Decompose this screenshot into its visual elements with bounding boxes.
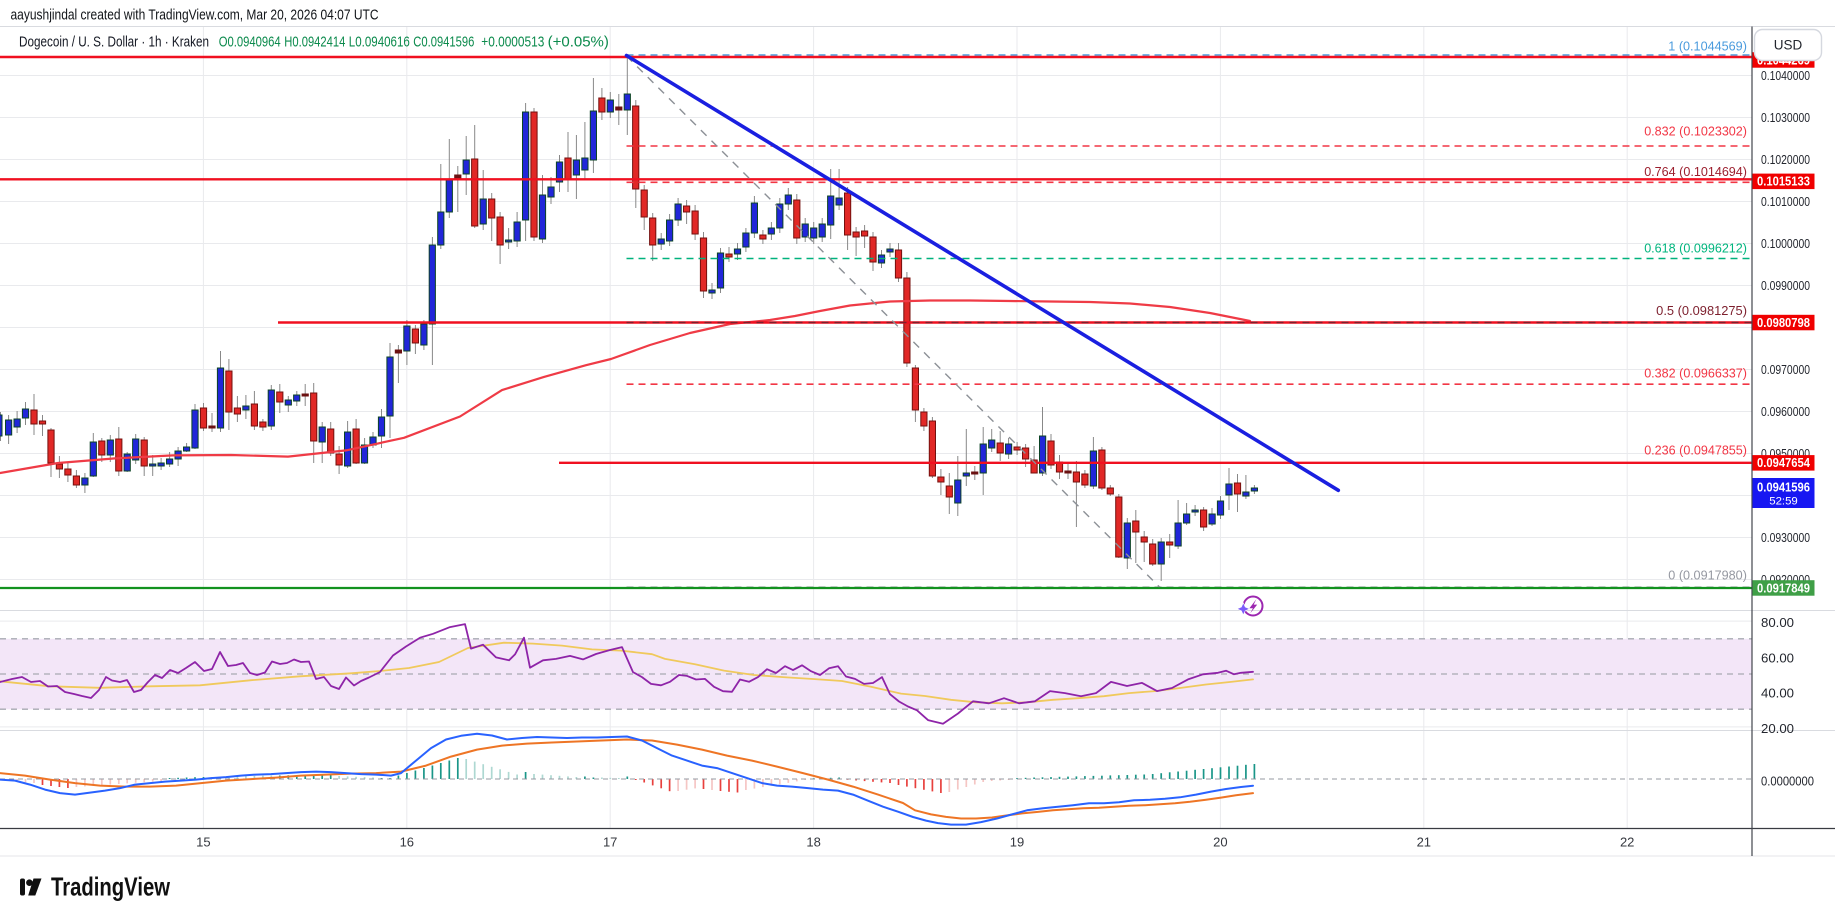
svg-text:0.0960000: 0.0960000 <box>1761 405 1810 419</box>
svg-text:0.0941596: 0.0941596 <box>1757 480 1810 494</box>
svg-text:52:59: 52:59 <box>1769 496 1798 508</box>
svg-text:0.1010000: 0.1010000 <box>1761 195 1810 209</box>
svg-text:Dogecoin / U. S. Dollar · 1h ·: Dogecoin / U. S. Dollar · 1h · Kraken <box>19 34 209 51</box>
svg-text:40.00: 40.00 <box>1761 687 1794 701</box>
svg-text:15: 15 <box>196 835 210 850</box>
svg-text:0.236 (0.0947855): 0.236 (0.0947855) <box>1644 442 1747 457</box>
svg-text:0.0990000: 0.0990000 <box>1761 279 1810 293</box>
svg-text:18: 18 <box>806 835 820 850</box>
svg-text:60.00: 60.00 <box>1761 652 1794 666</box>
svg-text:aayushjindal created with Trad: aayushjindal created with TradingView.co… <box>11 7 379 24</box>
svg-text:0.832 (0.1023302): 0.832 (0.1023302) <box>1644 123 1747 138</box>
svg-text:22: 22 <box>1620 835 1634 850</box>
svg-text:0.0947654: 0.0947654 <box>1757 456 1810 470</box>
svg-text:1 (0.1044569): 1 (0.1044569) <box>1668 38 1747 53</box>
svg-text:0.5 (0.0981275): 0.5 (0.0981275) <box>1656 303 1747 318</box>
svg-text:0.1020000: 0.1020000 <box>1761 153 1810 167</box>
svg-text:20.00: 20.00 <box>1761 722 1794 736</box>
svg-text:L0.0940616: L0.0940616 <box>349 34 410 51</box>
svg-text:0.764 (0.1014694): 0.764 (0.1014694) <box>1644 164 1747 179</box>
svg-text:O0.0940964: O0.0940964 <box>219 34 281 51</box>
svg-text:0.1040000: 0.1040000 <box>1761 69 1810 83</box>
svg-text:16: 16 <box>400 835 414 850</box>
svg-text:0.1015133: 0.1015133 <box>1757 175 1810 189</box>
svg-text:0.0980798: 0.0980798 <box>1757 316 1810 330</box>
svg-text:0.1000000: 0.1000000 <box>1761 237 1810 251</box>
svg-text:20: 20 <box>1213 835 1227 850</box>
svg-text:0.1030000: 0.1030000 <box>1761 111 1810 125</box>
svg-text:0.0930000: 0.0930000 <box>1761 531 1810 545</box>
svg-text:19: 19 <box>1010 835 1024 850</box>
svg-text:0.382 (0.0966337): 0.382 (0.0966337) <box>1644 365 1747 380</box>
svg-text:0.0000000: 0.0000000 <box>1761 774 1814 788</box>
svg-text:0 (0.0917980): 0 (0.0917980) <box>1668 567 1747 582</box>
svg-text:H0.0942414: H0.0942414 <box>284 34 345 51</box>
svg-text:+0.0000513: +0.0000513 <box>481 34 544 51</box>
svg-text:80.00: 80.00 <box>1761 616 1794 630</box>
svg-text:21: 21 <box>1417 835 1431 850</box>
svg-text:0.0917849: 0.0917849 <box>1757 581 1810 595</box>
svg-text:17: 17 <box>603 835 617 850</box>
svg-text:0.0970000: 0.0970000 <box>1761 363 1810 377</box>
svg-text:C0.0941596: C0.0941596 <box>413 34 474 51</box>
svg-text:TradingView: TradingView <box>51 872 171 902</box>
svg-text:USD: USD <box>1774 38 1803 53</box>
svg-text:0.618 (0.0996212): 0.618 (0.0996212) <box>1644 240 1747 255</box>
svg-text:(+0.05%): (+0.05%) <box>548 34 609 51</box>
